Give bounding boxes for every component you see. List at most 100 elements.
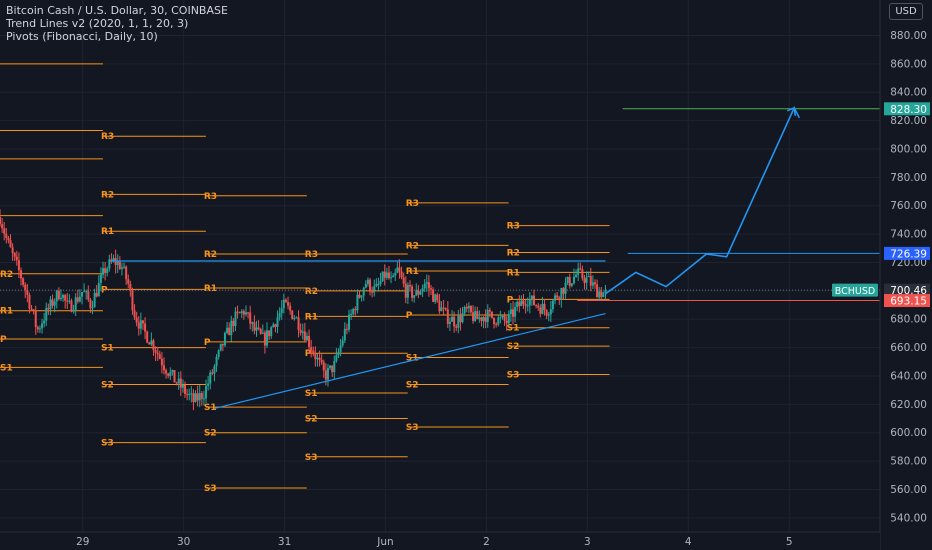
candle-body (324, 370, 327, 380)
candle-body (45, 307, 48, 321)
candle-body (192, 393, 195, 402)
candle-body (379, 281, 382, 284)
pivot-label: P (406, 311, 413, 321)
pivot-label: P (305, 349, 312, 359)
candle-body (186, 393, 189, 395)
legend-trend-lines[interactable]: Trend Lines v2 (2020, 1, 1, 20, 3) (6, 17, 189, 30)
candle-body (472, 312, 475, 321)
candle-body (507, 313, 510, 324)
price-tick-label: 540.00 (890, 512, 927, 524)
candle-body (165, 370, 168, 374)
time-tick-label: 2 (483, 536, 490, 548)
pivot-label: R1 (101, 227, 114, 237)
candle-body (402, 277, 405, 284)
candle-body (184, 385, 187, 394)
candle-body (11, 247, 14, 254)
candle-body (108, 259, 111, 269)
candle-body (501, 315, 504, 318)
candle-body (22, 278, 25, 285)
pivot-label: R3 (406, 199, 419, 209)
time-tick-label: Jun (376, 536, 393, 548)
candle-body (160, 358, 163, 366)
candle-body (453, 316, 456, 327)
candle-body (505, 320, 508, 324)
candle-body (577, 268, 580, 275)
price-label-text: 828.30 (890, 104, 927, 116)
candle-body (585, 277, 588, 283)
pivot-label: R2 (101, 190, 114, 200)
candle-body (474, 311, 477, 321)
candle-body (554, 295, 557, 301)
pivot-label: S1 (406, 354, 419, 364)
currency-button[interactable]: USD (889, 3, 923, 20)
pivot-label: R3 (204, 192, 217, 202)
chart-legend: Bitcoin Cash / U.S. Dollar, 30, COINBASE… (6, 4, 228, 43)
candle-body (516, 301, 519, 308)
time-tick-label: 5 (786, 536, 793, 548)
candle-body (335, 354, 338, 362)
candle-body (162, 365, 165, 371)
candle-body (76, 297, 79, 302)
candle-body (387, 272, 390, 279)
candle-body (539, 307, 542, 314)
candle-body (196, 393, 199, 401)
time-axis-bg (0, 532, 880, 550)
candle-body (198, 393, 201, 401)
legend-pivots[interactable]: Pivots (Fibonacci, Daily, 10) (6, 30, 158, 43)
candle-body (404, 283, 407, 298)
time-axis[interactable]: 29 30 31 Jun 2 3 4 5 (0, 531, 880, 550)
candle-body (179, 378, 182, 388)
candle-body (331, 365, 334, 373)
price-tick-label: 880.00 (890, 30, 927, 42)
candle-body (68, 300, 71, 302)
candle-body (352, 309, 355, 315)
price-tick-label: 660.00 (890, 342, 927, 354)
candle-body (131, 290, 134, 311)
candle-body (209, 372, 212, 384)
pivot-label: R1 (305, 312, 318, 322)
pivot-label: S1 (507, 324, 520, 334)
candle-body (272, 324, 275, 328)
candle-body (528, 299, 531, 306)
candle-body (30, 308, 33, 310)
price-tick-label: 820.00 (890, 115, 927, 127)
candle-body (36, 326, 39, 330)
pivot-label: S3 (305, 453, 318, 463)
candle-body (308, 335, 311, 348)
candle-body (484, 317, 487, 323)
candle-body (341, 340, 344, 346)
candle-body (64, 295, 67, 301)
candle-body (251, 322, 254, 324)
candle-body (259, 328, 262, 334)
candle-body (188, 394, 191, 396)
candle-body (543, 303, 546, 311)
candle-body (106, 268, 109, 273)
candle-body (207, 383, 210, 386)
candle-body (337, 352, 340, 355)
price-axis[interactable]: 540.00 560.00 580.00 600.00 620.00 640.00 660.… (832, 0, 932, 550)
legend-symbol[interactable]: Bitcoin Cash / U.S. Dollar, 30, COINBASE (6, 4, 228, 17)
candle-body (247, 312, 250, 314)
candle-body (581, 269, 584, 279)
candle-body (600, 291, 603, 298)
trend-lines (110, 105, 800, 410)
candle-body (547, 314, 550, 316)
candle-body (377, 283, 380, 285)
candle-body (490, 311, 493, 318)
candle-body (537, 305, 540, 308)
candle-body (413, 295, 416, 298)
candle-body (261, 332, 264, 334)
pivot-label: R2 (0, 270, 13, 280)
candle-body (150, 340, 153, 345)
candle-body (141, 320, 144, 324)
candle-body (579, 268, 582, 270)
candle-body (345, 328, 348, 330)
symbol-tag-text: BCHUSD (835, 286, 875, 297)
candle-body (396, 267, 399, 273)
candle-body (459, 315, 462, 323)
candle-body (572, 276, 575, 284)
candle-body (152, 340, 155, 351)
candle-body (583, 278, 586, 283)
price-axis-bg (880, 0, 932, 550)
